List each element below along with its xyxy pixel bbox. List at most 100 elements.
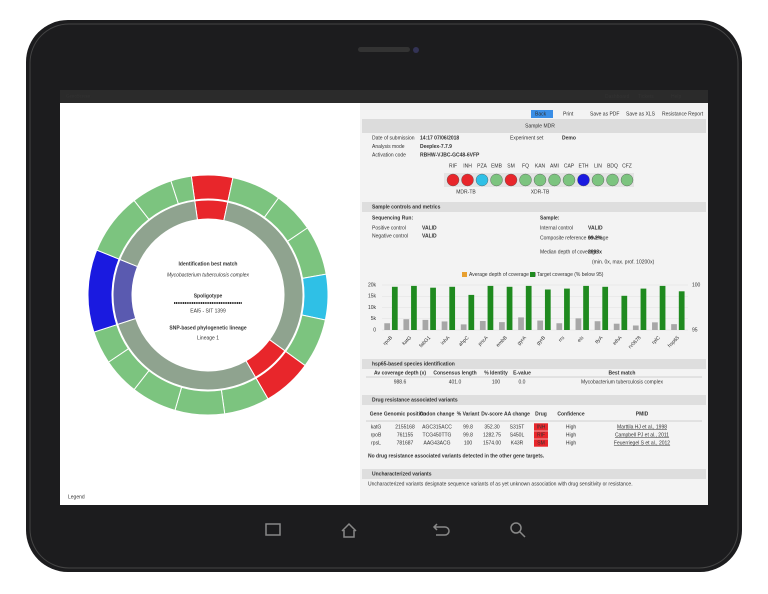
legend-swatch xyxy=(462,272,467,277)
section-bar xyxy=(362,202,706,212)
section-bar xyxy=(362,469,706,479)
inner-segment xyxy=(194,199,229,222)
uncharacterized-text: Uncharacterized variants designate seque… xyxy=(368,481,633,487)
home-button[interactable] xyxy=(341,522,357,538)
table-cell: 99.8 xyxy=(463,432,473,438)
y2-tick-label: 100 xyxy=(692,282,701,288)
table-cell: 0.0 xyxy=(519,379,526,385)
y-tick-label: 0 xyxy=(373,327,376,333)
control-label: Negative control xyxy=(372,233,408,239)
drug-status xyxy=(620,173,634,187)
table-header: Consensus length xyxy=(433,370,476,376)
drug-group: MDR-TB xyxy=(456,189,476,195)
back-btn-bg xyxy=(531,110,553,118)
bar xyxy=(583,285,589,330)
drug-status xyxy=(490,173,503,187)
table-cell: 1574.00 xyxy=(483,440,501,446)
summary-title: Identification best match xyxy=(179,261,238,267)
info-value: RBHW-VJBC-GC48-6VFP xyxy=(420,152,480,158)
x-tick-label: tlyA xyxy=(594,335,605,346)
toolbar-button[interactable]: Resistance Report xyxy=(662,111,704,117)
drug-status xyxy=(591,173,605,187)
drug-status xyxy=(606,173,619,187)
toolbar-button[interactable]: Save as XLS xyxy=(626,111,656,117)
x-tick-label: katG xyxy=(401,335,413,347)
table-cell: S315T xyxy=(510,424,525,430)
table-cell: 988.6 xyxy=(394,379,407,385)
search-button[interactable] xyxy=(510,522,526,538)
sample-title: Sample MDR xyxy=(525,123,555,129)
inner-segment xyxy=(119,200,198,268)
nav-buttons xyxy=(265,522,526,538)
gene-segment xyxy=(301,273,329,321)
bar xyxy=(537,320,544,330)
bar xyxy=(525,285,532,330)
bar xyxy=(678,291,685,330)
drug-label: EMB xyxy=(491,163,503,169)
drug-label: KAN xyxy=(535,163,546,169)
x-tick-label: inhA xyxy=(440,335,452,347)
control-value: 3993x xyxy=(588,249,602,255)
drug-label: BDQ xyxy=(607,163,618,169)
back-button[interactable] xyxy=(432,523,450,536)
drug-status xyxy=(548,173,561,187)
toolbar-button[interactable]: Print xyxy=(563,111,574,117)
summary-title: SNP-based phylogenetic lineage xyxy=(169,325,246,331)
menu-button[interactable] xyxy=(265,523,281,536)
gene-segment xyxy=(170,175,196,205)
camera xyxy=(413,47,419,53)
drug-status xyxy=(446,173,460,187)
table-cell: 761155 xyxy=(397,432,414,438)
summary-value: EAI5 - SIT 1399 xyxy=(190,308,226,314)
section-title: Drug resistance associated variants xyxy=(372,397,458,403)
pmid-link[interactable]: Campbell PJ et al., 2011 xyxy=(615,432,669,438)
control-value: 99.2% xyxy=(588,235,603,241)
pmid-link[interactable]: Marttila HJ et al., 1998 xyxy=(617,424,667,430)
section-bar xyxy=(362,395,706,405)
nav-item[interactable]: Tickets xyxy=(638,94,654,100)
table-cell: 352.30 xyxy=(484,424,500,430)
bar xyxy=(460,324,467,330)
top-bar xyxy=(60,90,708,103)
drug-label: FQ xyxy=(522,163,529,169)
bar xyxy=(518,317,524,330)
table-cell: AAG43ACG xyxy=(424,440,451,446)
pmid-link[interactable]: Feuerriegel S et al., 2012 xyxy=(614,440,670,446)
table-cell: RIF xyxy=(537,432,545,438)
bar xyxy=(564,288,570,330)
drug-label: CAP xyxy=(564,163,575,169)
drug-status xyxy=(562,173,576,187)
nav-item[interactable]: Help xyxy=(671,94,682,100)
info-value: 14:17 07/06/2018 xyxy=(420,135,459,141)
depth-note: (min. 0x, max. prof. 10200x) xyxy=(592,259,655,265)
drug-label: LIN xyxy=(594,163,602,169)
legend-toggle[interactable]: Legend xyxy=(68,494,85,500)
legend-label: Average depth of coverage (x) xyxy=(469,272,537,278)
drug-cell xyxy=(534,431,548,439)
bar xyxy=(430,287,436,330)
table-cell: 401.0 xyxy=(449,379,462,385)
bar xyxy=(556,323,563,330)
bar xyxy=(449,286,456,330)
table-cell: 781687 xyxy=(397,440,414,446)
bar xyxy=(613,323,620,330)
section-title: hsp65-based species identification xyxy=(372,361,455,367)
table-cell: rpoB xyxy=(371,432,382,438)
table-cell: Mycobacterium tuberculosis complex xyxy=(581,379,663,385)
drug-status xyxy=(519,173,532,187)
table-cell: AGC315ACC xyxy=(422,424,452,430)
toolbar-button[interactable]: Back xyxy=(535,111,547,117)
nav-item[interactable]: Dashboard xyxy=(605,94,630,100)
drug-label: INH xyxy=(463,163,472,169)
bar xyxy=(640,288,647,330)
table-header: Dv-score xyxy=(481,411,503,417)
control-value: VALID xyxy=(588,225,603,231)
drug-label: PZA xyxy=(477,163,487,169)
bar xyxy=(479,321,486,330)
info-label: Date of submission xyxy=(372,135,415,141)
toolbar-button[interactable]: Save as PDF xyxy=(590,111,619,117)
info-label: Analysis mode xyxy=(372,144,405,150)
table-cell: 100 xyxy=(492,379,501,385)
